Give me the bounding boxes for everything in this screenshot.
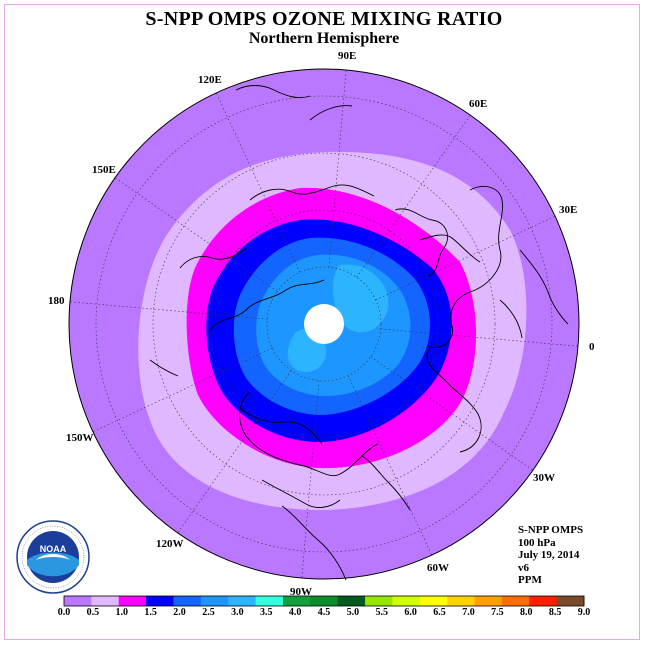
no-data-pole <box>304 304 344 344</box>
longitude-label: 30W <box>533 472 555 484</box>
meridian-line <box>92 347 273 433</box>
meridian-line <box>215 92 301 273</box>
colorbar-tick-label: 5.0 <box>346 607 360 618</box>
colorbar-swatch <box>474 596 503 606</box>
longitude-label: 0 <box>589 341 595 353</box>
colorbar-tick-label: 6.5 <box>433 607 446 618</box>
graticule <box>69 69 579 579</box>
meridian-line <box>69 301 268 320</box>
page-title: S-NPP OMPS OZONE MIXING RATIO <box>145 8 503 30</box>
info-block: S-NPP OMPS 100 hPa July 19, 2014 v6 PPM <box>518 524 583 587</box>
longitude-label: 180 <box>48 295 65 307</box>
ozone-field <box>69 69 579 579</box>
colorbar-swatch <box>64 596 92 606</box>
colorbar-tick-label: 8.0 <box>519 607 533 618</box>
longitude-label: 90W <box>290 586 312 598</box>
colorbar-tick-label: 4.5 <box>317 607 331 618</box>
colorbar-tick-label: 3.5 <box>259 607 273 618</box>
colorbar-tick-label: 7.5 <box>491 607 504 618</box>
colorbar-swatch <box>118 596 147 606</box>
colorbar-swatch <box>200 596 229 606</box>
colorbar-swatch <box>365 596 393 606</box>
figure-frame <box>4 4 640 640</box>
longitude-label: 150E <box>92 164 116 176</box>
longitude-label: 120E <box>198 74 222 86</box>
colorbar-tick-label: 4.0 <box>288 607 302 618</box>
colorbar-tick-label: 2.0 <box>173 607 186 618</box>
longitude-label: 60E <box>469 98 488 110</box>
colorbar-tick-label: 5.5 <box>375 607 389 618</box>
meridian-line <box>301 380 320 579</box>
info-date: July 19, 2014 <box>518 549 580 561</box>
info-version: v6 <box>518 561 529 574</box>
colorbar-swatch <box>556 596 585 606</box>
info-level: 100 hPa <box>518 536 556 549</box>
map-outline <box>68 68 580 580</box>
colorbar-swatch <box>447 596 476 606</box>
info-units: PPM <box>518 574 542 586</box>
colorbar-swatch <box>91 596 120 606</box>
meridian-line <box>375 215 556 301</box>
colorbar-swatch <box>392 596 421 606</box>
colorbar-swatch <box>228 596 257 606</box>
colorbar-tick-label: 7.0 <box>462 607 475 618</box>
longitude-label: 150W <box>66 432 94 444</box>
coastlines <box>149 85 569 581</box>
colorbar-swatch <box>310 596 339 606</box>
colorbar-tick-label: 0.5 <box>86 607 100 618</box>
meridian-line <box>114 177 278 292</box>
meridian-line <box>370 356 534 471</box>
colorbar-tick-label: 3.0 <box>231 607 244 618</box>
meridian-line <box>328 69 347 268</box>
colorbar-swatch <box>146 596 174 606</box>
meridian-line <box>347 375 433 556</box>
colorbar-outline <box>63 595 585 607</box>
info-instrument: S-NPP OMPS <box>518 524 584 536</box>
colorbar-swatch <box>337 596 366 606</box>
colorbar-swatch <box>529 596 558 606</box>
patch-30-35-a <box>333 264 389 333</box>
colorbar-swatch <box>282 596 311 606</box>
colorbar-tick-label: 8.5 <box>548 607 562 618</box>
colorbar-swatch <box>501 596 530 606</box>
colorbar-tick-label: 1.5 <box>144 607 157 618</box>
noaa-logo: NOAA <box>16 520 90 594</box>
colorbar-swatch <box>419 596 448 606</box>
longitude-label: 90E <box>338 50 357 62</box>
page-subtitle: Northern Hemisphere <box>248 30 400 47</box>
meridian-line <box>356 114 471 278</box>
longitude-label: 60W <box>427 562 449 574</box>
meridian-line <box>177 370 292 534</box>
longitude-label: 120W <box>156 538 184 550</box>
colorbar-tick-label: 6.0 <box>404 607 417 618</box>
colorbar-tick-label: 2.5 <box>202 607 215 618</box>
colorbar-tick-label: 0.0 <box>57 607 71 618</box>
meridian-line <box>380 328 579 347</box>
colorbar-swatch <box>255 596 284 606</box>
colorbar-swatch <box>173 596 202 606</box>
longitude-label: 30E <box>559 204 578 216</box>
colorbar-tick-label: 1.0 <box>115 607 129 618</box>
noaa-logo-text: NOAA <box>40 544 67 554</box>
colorbar-tick-label: 9.0 <box>577 607 591 618</box>
